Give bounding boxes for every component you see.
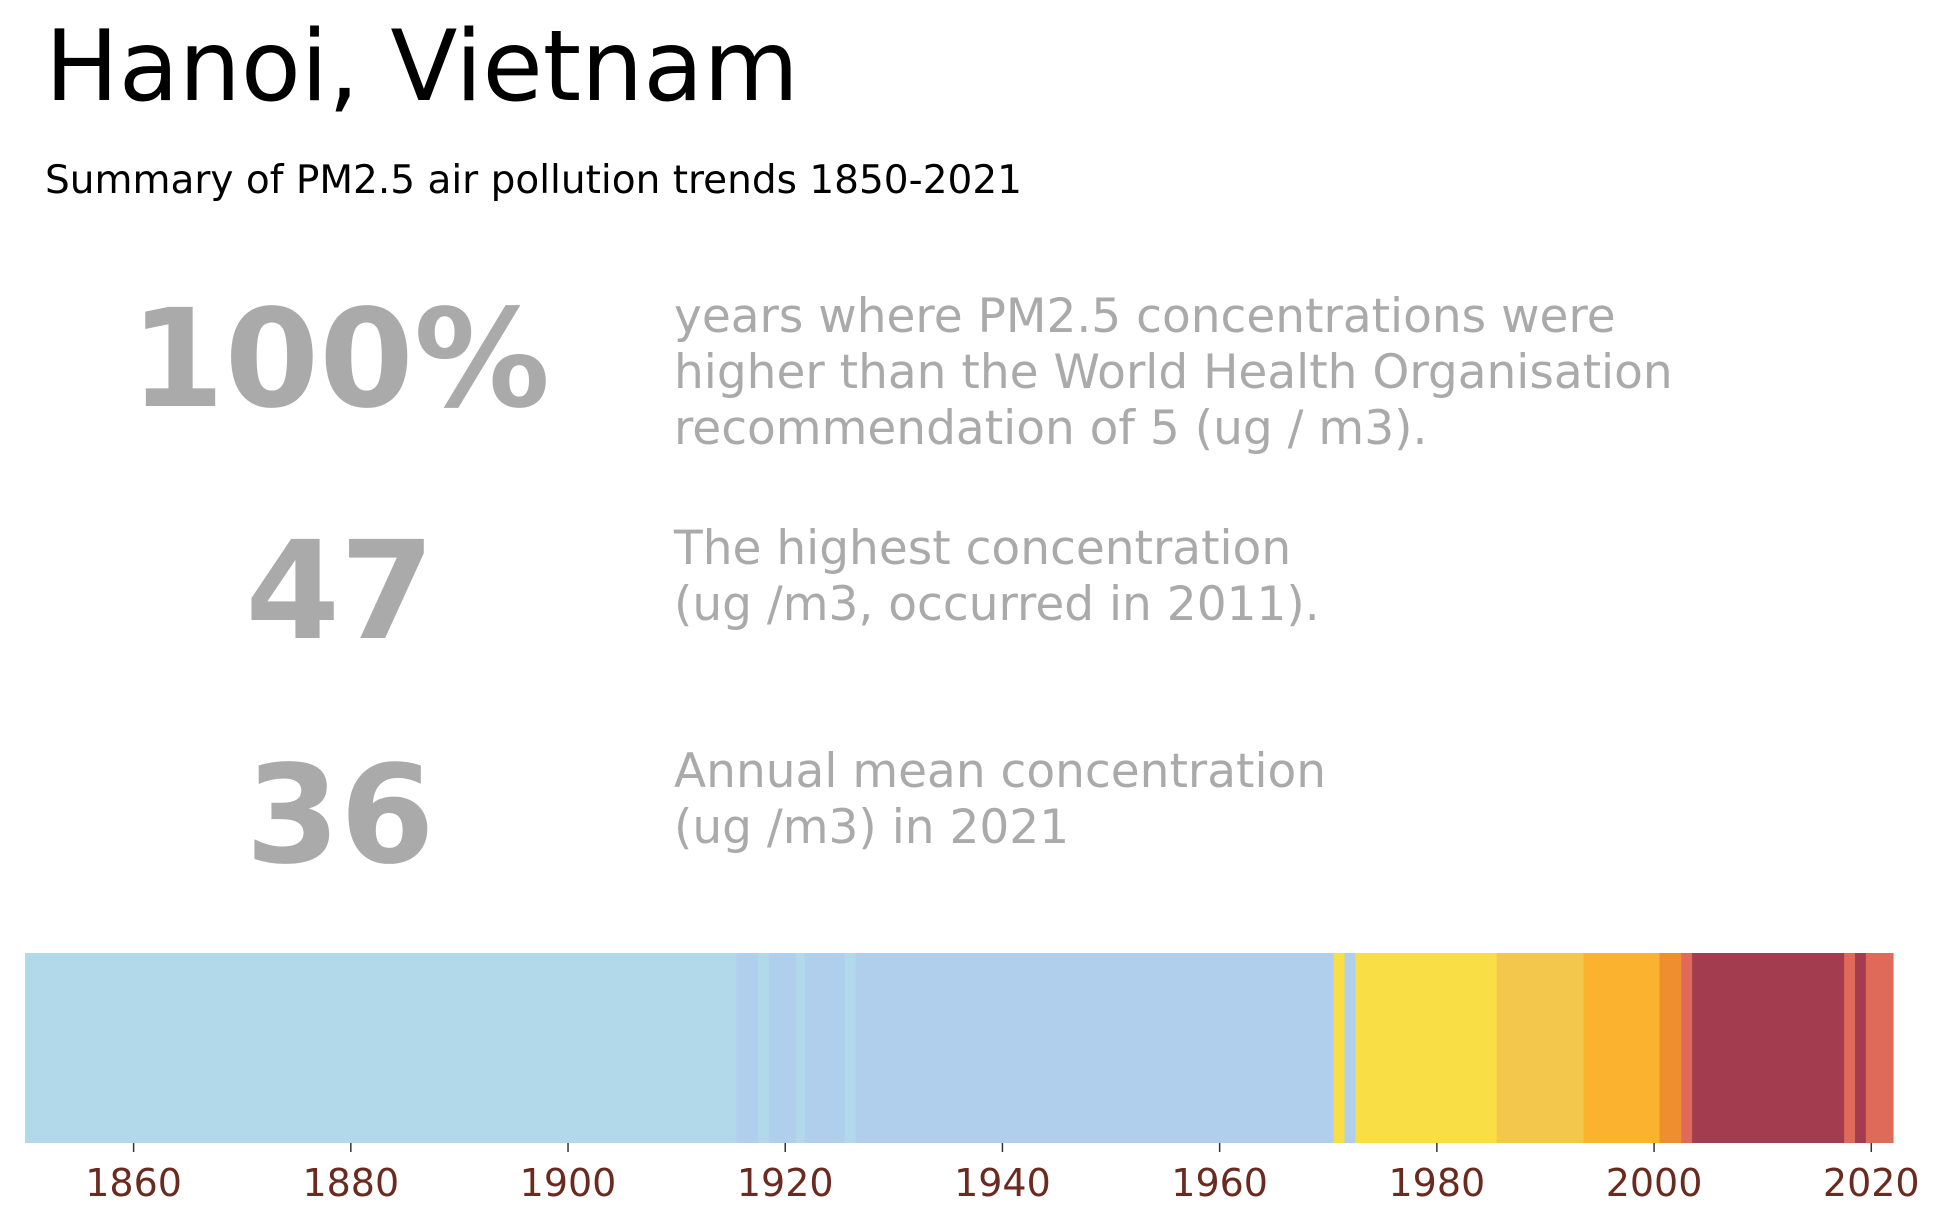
stat-desc-line: The highest concentration xyxy=(674,521,1292,576)
stripe-segment xyxy=(844,953,857,1143)
stripe-segment xyxy=(768,953,797,1143)
page-title: Hanoi, Vietnam xyxy=(45,10,799,124)
stripe-segment xyxy=(1583,953,1661,1143)
stat-desc-line: higher than the World Health Organisatio… xyxy=(674,345,1673,400)
stripe-segment xyxy=(1844,953,1856,1143)
stripe-segment xyxy=(1692,953,1845,1143)
x-tick-label: 1940 xyxy=(954,1161,1051,1205)
stat-desc-line: (ug /m3) in 2021 xyxy=(674,800,1070,855)
x-tick-label: 1880 xyxy=(302,1161,399,1205)
stat-desc-line: Annual mean concentration xyxy=(674,744,1327,799)
stripe-segment xyxy=(1854,953,1867,1143)
stripe-segment xyxy=(1496,953,1585,1143)
stat-desc-highest: The highest concentration (ug /m3, occur… xyxy=(674,521,1320,633)
x-tick-label: 1920 xyxy=(737,1161,834,1205)
x-tick-label: 1860 xyxy=(85,1161,182,1205)
stat-desc-line: years where PM2.5 concentrations were xyxy=(674,289,1616,344)
x-tick-label: 1960 xyxy=(1171,1161,1268,1205)
stripe-segment xyxy=(804,953,846,1143)
stat-value-annual-mean: 36 xyxy=(245,737,435,895)
stripe-segment xyxy=(1355,953,1498,1143)
stat-value-highest: 47 xyxy=(245,513,435,671)
stripe-segment xyxy=(758,953,770,1143)
stripe-segment xyxy=(1344,953,1357,1143)
stat-desc-exceedance: years where PM2.5 concentrations were hi… xyxy=(674,289,1673,457)
stripe-segment xyxy=(855,953,1335,1143)
x-tick-label: 2000 xyxy=(1606,1161,1703,1205)
stat-desc-annual-mean: Annual mean concentration (ug /m3) in 20… xyxy=(674,744,1326,856)
page-subtitle: Summary of PM2.5 air pollution trends 18… xyxy=(45,158,1022,203)
x-tick-label: 1980 xyxy=(1389,1161,1486,1205)
stripe-segment xyxy=(1681,953,1693,1143)
stripe-segment xyxy=(1865,953,1894,1143)
x-tick-label: 1900 xyxy=(520,1161,617,1205)
stat-desc-line: recommendation of 5 (ug / m3). xyxy=(674,401,1428,456)
stripe-segment xyxy=(25,953,737,1143)
stripe-segment xyxy=(796,953,806,1143)
stripe-segment xyxy=(736,953,759,1143)
stripe-segment xyxy=(1333,953,1346,1143)
x-tick-label: 2020 xyxy=(1823,1161,1920,1205)
stat-desc-line: (ug /m3, occurred in 2011). xyxy=(674,577,1320,632)
stat-value-exceedance: 100% xyxy=(129,281,551,439)
stripe-segment xyxy=(1659,953,1682,1143)
